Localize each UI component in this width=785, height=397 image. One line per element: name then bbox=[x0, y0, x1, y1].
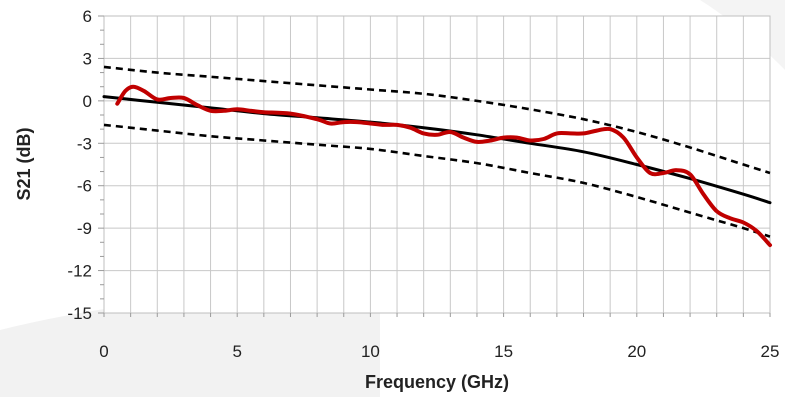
lower-limit-dashed-line bbox=[103, 123, 771, 238]
y-tick-label: -9 bbox=[77, 219, 92, 238]
y-tick-label: -15 bbox=[67, 304, 92, 323]
y-tick-label: 6 bbox=[83, 7, 92, 26]
y-tick-labels: 6 3 0 -3 -6 -9 -12 -15 bbox=[67, 7, 92, 323]
axes bbox=[98, 15, 771, 317]
plot-border bbox=[103, 15, 771, 314]
x-tick-label: 20 bbox=[627, 342, 646, 361]
y-tick-label: -6 bbox=[77, 177, 92, 196]
y-tick-label: -3 bbox=[77, 134, 92, 153]
x-tick-label: 0 bbox=[99, 342, 108, 361]
background-band-bottom bbox=[0, 291, 380, 397]
y-axis-title: S21 (dB) bbox=[14, 127, 34, 200]
x-tick-label: 15 bbox=[494, 342, 513, 361]
x-tick-labels: 0 5 10 15 20 25 bbox=[99, 342, 779, 361]
y-tick-label: 0 bbox=[83, 92, 92, 111]
x-axis-title: Frequency (GHz) bbox=[365, 372, 509, 392]
series bbox=[102, 65, 772, 248]
x-tick-label: 10 bbox=[361, 342, 380, 361]
measured-s21-line bbox=[115, 84, 772, 248]
x-tick-label: 5 bbox=[232, 342, 241, 361]
gridlines bbox=[104, 16, 770, 313]
upper-limit-dashed-line bbox=[103, 65, 771, 175]
y-tick-label: -12 bbox=[67, 262, 92, 281]
y-tick-label: 3 bbox=[83, 49, 92, 68]
plot-area bbox=[104, 16, 770, 313]
x-tick-label: 25 bbox=[761, 342, 780, 361]
